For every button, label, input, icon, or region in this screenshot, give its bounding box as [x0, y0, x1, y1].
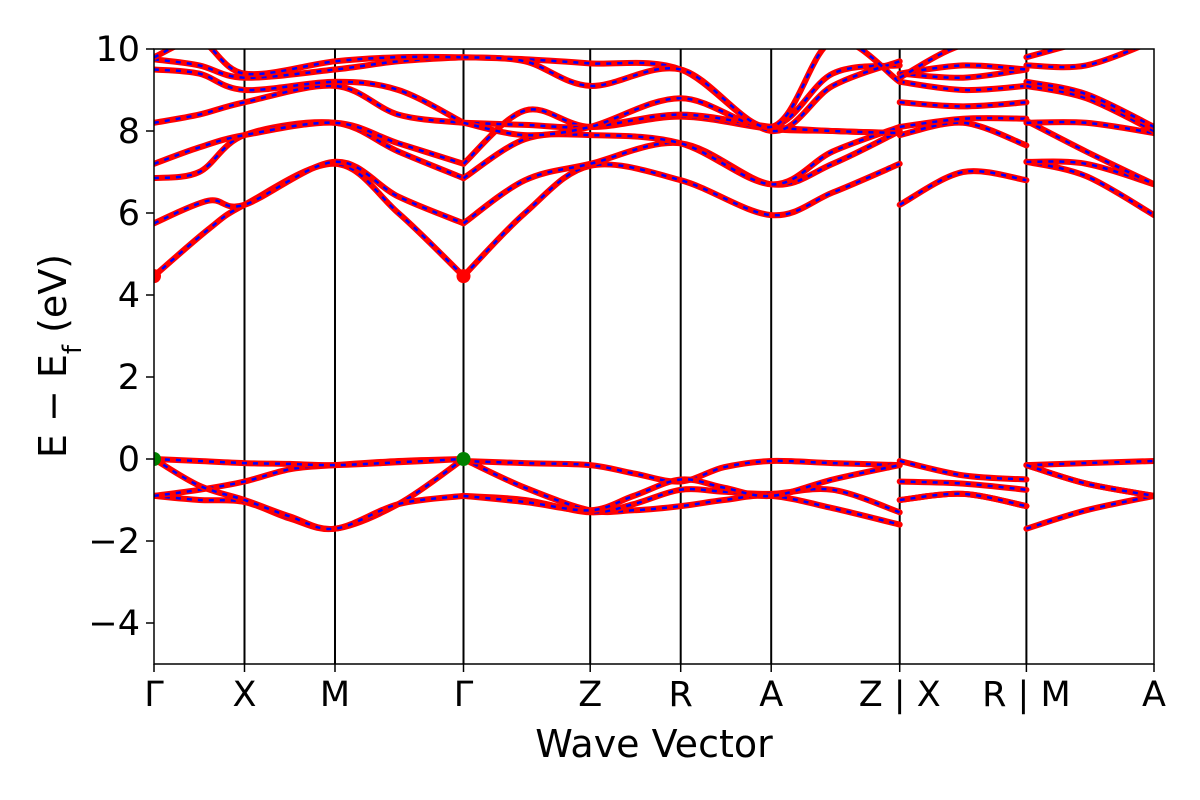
band-v4-seg-3-dft: [1026, 463, 1154, 498]
y-tick-label-4: 4: [118, 276, 140, 316]
y-axis-ticks: −4 −2 0 2 4 6 8 10: [88, 30, 154, 644]
x-tick-label-7: Z | X: [859, 675, 941, 715]
x-tick-label-0: Γ: [144, 675, 164, 715]
y-axis-title-main: E − E: [31, 354, 75, 458]
y-axis-title-unit: (eV): [31, 254, 75, 345]
x-tick-label-2: M: [320, 675, 350, 715]
band-c8-seg-3-dft: [1026, 49, 1061, 59]
band-v1-seg-3-dft: [1026, 494, 1154, 530]
y-tick-label-5: 6: [118, 194, 140, 234]
y-tick-label-7: 10: [95, 30, 140, 70]
band-c4-seg-3-dft: [1026, 120, 1154, 135]
x-axis-ticks: Γ X M Γ Z R A Z | X R | M A: [144, 664, 1166, 715]
band-v3-seg-0-wannier: [154, 456, 467, 532]
band-v2-seg-2-dft: [899, 480, 1027, 492]
band-c8-seg-1-dft: [463, 49, 901, 129]
x-tick-label-4: Z: [578, 675, 602, 715]
x-tick-label-1: X: [233, 675, 257, 715]
band-v4-seg-2-dft: [899, 492, 1027, 508]
y-axis-title: E − Ef (eV): [31, 254, 88, 458]
x-tick-label-3: Γ: [454, 675, 474, 715]
band-c5-seg-0-dft: [154, 84, 464, 125]
band-v1-seg-1-dft: [462, 457, 900, 526]
x-tick-label-5: R: [669, 675, 693, 715]
band-c6-seg-0-dft: [154, 68, 465, 124]
x-axis-title: Wave Vector: [535, 722, 773, 766]
cbm-marker-1: [456, 269, 471, 284]
band-c7-seg-3-dft: [1026, 49, 1138, 69]
x-tick-label-6: A: [759, 675, 783, 715]
kpoint-divider-lines: [243, 49, 1028, 664]
y-tick-label-1: −2: [88, 522, 140, 562]
band-v3-seg-3-wannier: [1023, 458, 1154, 469]
vbm-marker-1: [456, 452, 471, 466]
band-c1-seg-0-dft: [154, 162, 465, 278]
band-c1-seg-2-dft: [899, 169, 1027, 206]
band-v4-seg-0-dft: [154, 457, 464, 467]
band-c6-seg-2-dft: [899, 68, 1027, 80]
band-c4-seg-2-dft: [899, 101, 1027, 108]
x-tick-label-8: R | M: [982, 675, 1071, 715]
band-v4-seg-1-dft: [463, 463, 900, 512]
band-c6-seg-1-dft: [463, 64, 900, 137]
band-c3-seg-2-dft: [899, 116, 1027, 129]
plot-frame: [153, 48, 1155, 665]
band-c8-seg-0-dft: [154, 49, 464, 76]
band-v3-seg-3-dft: [1026, 459, 1154, 467]
band-c5-seg-2-dft: [899, 80, 1027, 92]
y-tick-label-2: 0: [118, 440, 140, 480]
y-tick-label-0: −4: [88, 604, 140, 644]
y-axis-title-subscript: f: [58, 344, 88, 354]
band-c2-seg-3-dft: [1026, 160, 1154, 186]
band-c4-seg-0-dft: [154, 121, 464, 165]
extrema-markers: [154, 269, 471, 466]
bands-layer: [154, 49, 1154, 533]
y-tick-label-6: 8: [118, 112, 140, 152]
band-v2-seg-0-dft: [154, 457, 464, 498]
band-c8-seg-2-wannier: [896, 49, 961, 81]
vbm-marker-0: [154, 452, 161, 466]
band-c5-seg-3-dft: [1026, 84, 1154, 133]
band-c2-seg-0-dft: [154, 160, 464, 225]
band-c3-seg-3-dft: [1025, 119, 1154, 186]
x-tick-label-9: A: [1142, 675, 1166, 715]
band-c1-seg-1-dft: [462, 162, 901, 277]
band-c7-seg-0-dft: [154, 55, 464, 79]
band-c5-seg-1-wannier: [460, 111, 903, 137]
band-c4-seg-1-dft: [462, 108, 900, 165]
y-tick-label-3: 2: [118, 358, 140, 398]
band-c6-seg-3-dft: [1026, 80, 1154, 129]
band-v3-seg-2-dft: [899, 459, 1027, 481]
band-v3-seg-1-dft: [463, 459, 900, 483]
band-c3-seg-0-dft: [154, 121, 464, 180]
band-c2-seg-2-dft: [899, 121, 1027, 147]
cbm-marker-0: [154, 269, 161, 284]
band-c3-seg-1-dft: [462, 125, 901, 186]
